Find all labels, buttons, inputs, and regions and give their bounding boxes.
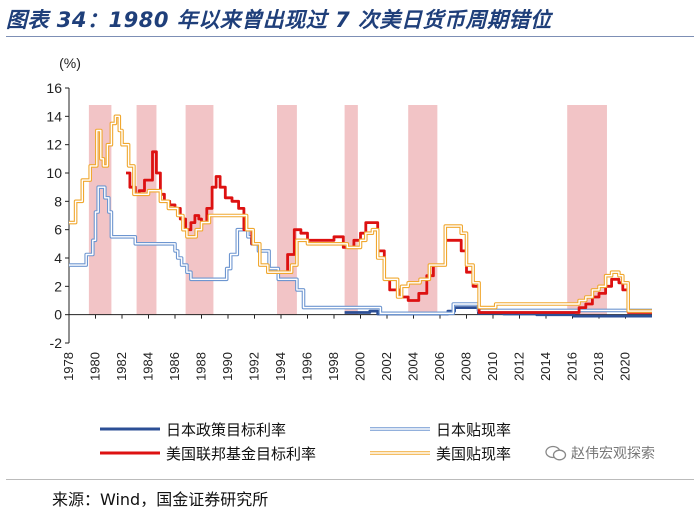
x-tick-label: 2010 xyxy=(485,352,500,381)
x-tick-label: 1996 xyxy=(300,352,315,381)
x-tick-label: 1986 xyxy=(167,352,182,381)
y-tick-label: -2 xyxy=(50,335,63,351)
figure-title: 图表 34：1980 年以来曾出现过 7 次美日货币周期错位 xyxy=(6,8,552,32)
wechat-icon xyxy=(545,445,567,461)
series-line-2-inner xyxy=(69,186,652,314)
x-tick-label: 1982 xyxy=(114,352,129,381)
x-tick-label: 2000 xyxy=(353,352,368,381)
x-tick-label: 1988 xyxy=(194,352,209,381)
x-tick-label: 2014 xyxy=(538,352,553,381)
source-note: 来源：Wind，国金证券研究所 xyxy=(52,490,269,509)
x-tick-label: 1998 xyxy=(326,352,341,381)
legend-label-3: 美国联邦基金目标利率 xyxy=(166,445,316,463)
x-tick-label: 2004 xyxy=(406,352,421,381)
watermark: 赵伟宏观探索 xyxy=(545,443,655,463)
legend-label-1: 日本政策目标利率 xyxy=(166,421,286,439)
x-tick-label: 2018 xyxy=(591,352,606,381)
legend-label-4: 美国贴现率 xyxy=(436,445,511,463)
y-tick-label: 6 xyxy=(54,222,62,238)
x-tick-label: 1978 xyxy=(61,352,76,381)
series-lines xyxy=(69,114,652,318)
shaded-period-5 xyxy=(344,105,358,315)
y-tick-label: 16 xyxy=(46,80,62,96)
rate-chart: (%) -2 0 2 4 6 8 10 12 14 16 1978 1980 1982 1984 1986 19… xyxy=(46,55,652,463)
series-line-4-inner xyxy=(69,115,652,312)
title-divider xyxy=(6,36,694,37)
x-tick-label: 2016 xyxy=(565,352,580,381)
shaded-period-3 xyxy=(185,105,214,315)
x-tick-label: 1980 xyxy=(88,352,103,381)
watermark-text: 赵伟宏观探索 xyxy=(571,446,655,462)
axes: (%) -2 0 2 4 6 8 10 12 14 16 1978 1980 1982 1984 1986 19… xyxy=(46,55,652,381)
y-tick-label: 4 xyxy=(54,250,62,266)
source-divider xyxy=(6,479,694,480)
shaded-periods xyxy=(88,105,607,315)
y-tick-label: 12 xyxy=(46,137,62,153)
shaded-period-7 xyxy=(567,105,607,315)
y-tick-label: 10 xyxy=(46,165,62,181)
x-tick-label: 1992 xyxy=(247,352,262,381)
x-tick-label: 2006 xyxy=(432,352,447,381)
y-tick-label: 14 xyxy=(46,108,62,124)
x-tick-label: 2002 xyxy=(379,352,394,381)
y-tick-label: 0 xyxy=(54,307,62,323)
shaded-period-2 xyxy=(136,105,157,315)
y-tick-label: 2 xyxy=(54,278,62,294)
x-tick-label: 2008 xyxy=(459,352,474,381)
legend-label-2: 日本贴现率 xyxy=(436,421,511,439)
x-tick-label: 2020 xyxy=(618,352,633,381)
x-tick-label: 2012 xyxy=(512,352,527,381)
x-tick-label: 1990 xyxy=(220,352,235,381)
y-tick-label: 8 xyxy=(54,193,62,209)
y-axis-label: (%) xyxy=(59,55,81,71)
x-tick-label: 1984 xyxy=(141,352,156,381)
shaded-period-4 xyxy=(277,105,297,315)
x-tick-label: 1994 xyxy=(273,352,288,381)
